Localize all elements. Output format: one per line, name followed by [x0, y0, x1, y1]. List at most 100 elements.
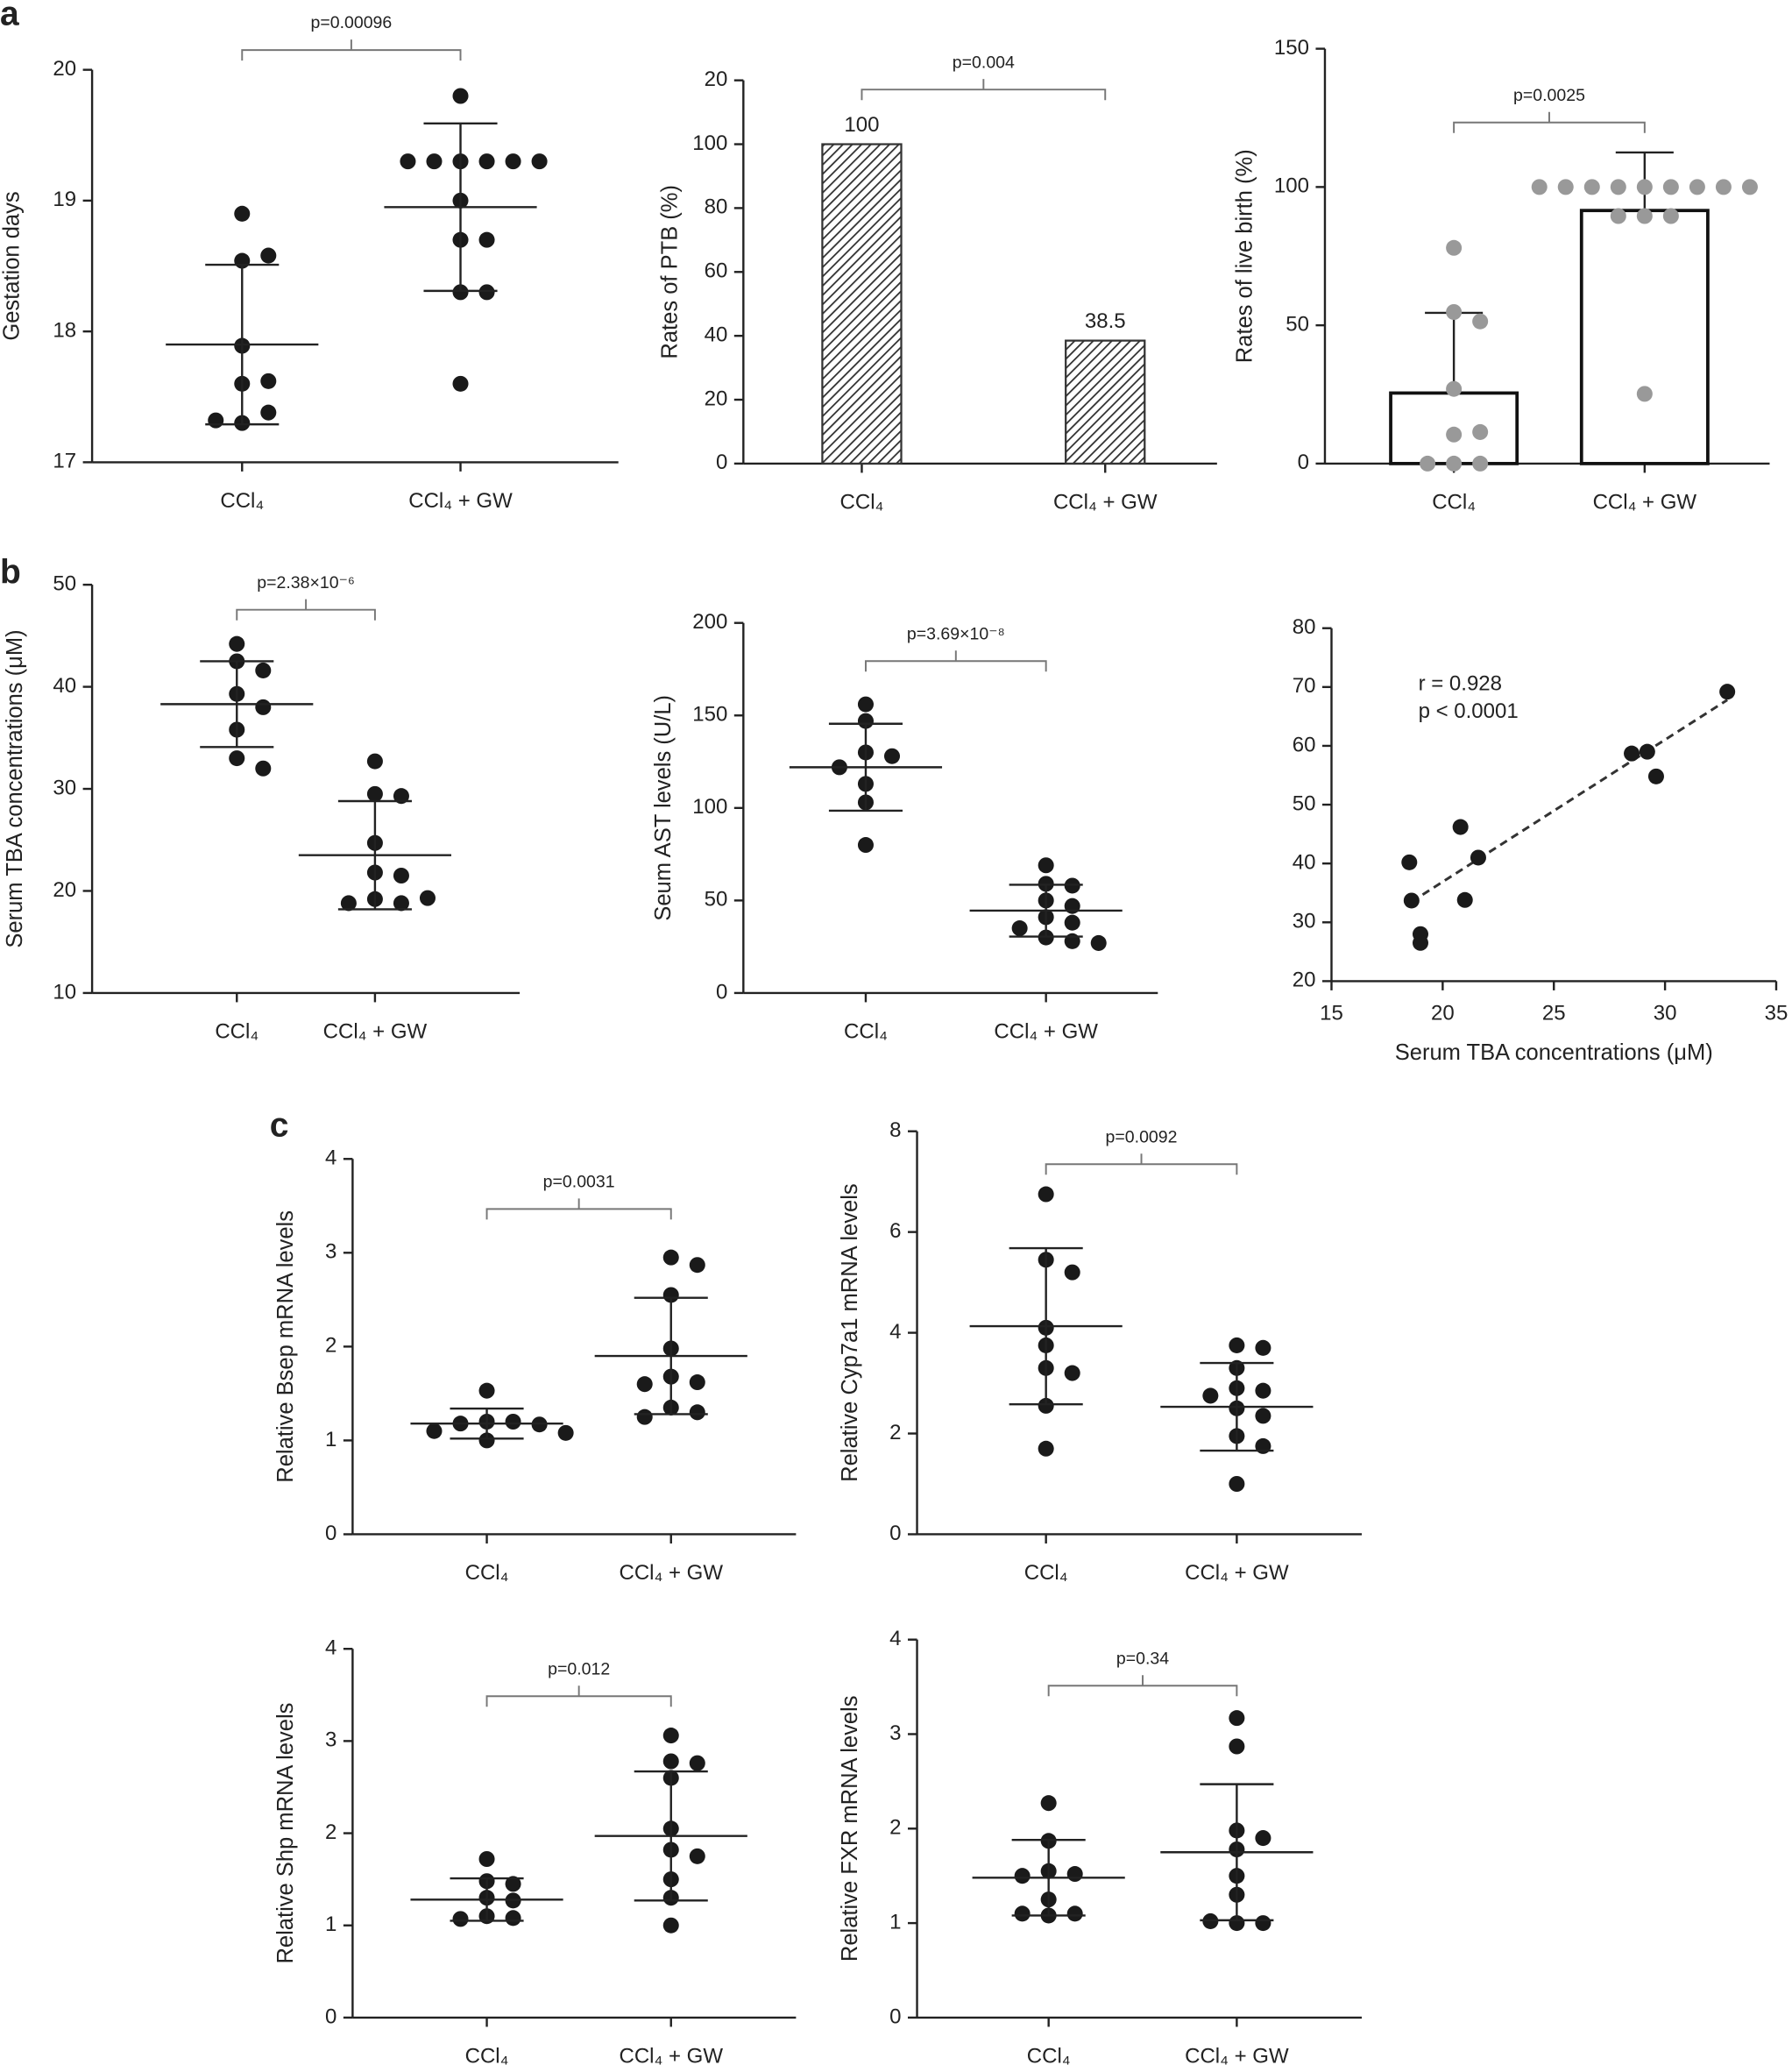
- x-tick-label: CCl₄: [840, 490, 884, 514]
- p-value: p=0.0025: [1513, 86, 1585, 105]
- data-point: [419, 890, 436, 906]
- y-tick-label: 4: [889, 1627, 901, 1650]
- error-bar: [1200, 1361, 1274, 1452]
- data-point: [1229, 1337, 1245, 1353]
- value-label: 38.5: [1085, 309, 1126, 333]
- error-bar: [1200, 1783, 1274, 1922]
- data-point: [1255, 1339, 1271, 1356]
- error-bar: [205, 263, 280, 426]
- data-point: [478, 1432, 495, 1449]
- data-point: [393, 788, 409, 805]
- significance-bracket: [1047, 1675, 1238, 1697]
- data-point: [1531, 179, 1548, 195]
- bar: [1579, 209, 1710, 465]
- data-point: [1064, 1264, 1080, 1281]
- y-tick-label: 0: [889, 2005, 901, 2028]
- y-axis-label: Rates of PTB (%): [658, 185, 683, 359]
- p-value: p=0.0031: [543, 1172, 615, 1191]
- data-point: [1229, 1738, 1245, 1755]
- panel-label: b: [0, 553, 21, 591]
- panel-label: c: [270, 1106, 289, 1144]
- y-tick-label: 80: [1293, 615, 1316, 639]
- data-point: [1583, 179, 1600, 195]
- panel-label: a: [0, 0, 19, 32]
- y-tick-label: 50: [705, 888, 728, 912]
- data-point: [1090, 934, 1107, 951]
- y-axis-label: Serum TBA concentrations (μM): [3, 629, 27, 947]
- data-point: [426, 153, 443, 170]
- x-tick-label: CCl₄: [220, 489, 264, 513]
- data-point: [1446, 426, 1463, 443]
- data-point: [1452, 819, 1469, 835]
- annotation: r = 0.928: [1419, 672, 1502, 696]
- y-tick-label: 10: [53, 980, 76, 1004]
- y-axis-label: Relative Cyp7a1 mRNA levels: [838, 1183, 862, 1481]
- y-tick-label: 4: [325, 1636, 336, 1660]
- y-tick-label: 20: [705, 387, 728, 410]
- data-point: [689, 1374, 705, 1391]
- data-point: [1741, 179, 1758, 195]
- data-point: [1038, 1186, 1054, 1203]
- x-tick-label: CCl₄ + GW: [408, 489, 513, 513]
- y-tick-label: 6: [889, 1219, 901, 1243]
- data-point: [1715, 179, 1732, 195]
- x-tick-label: CCl₄ + GW: [1593, 490, 1697, 514]
- data-point: [366, 753, 383, 770]
- error-bar: [450, 1407, 524, 1440]
- data-point: [662, 1728, 679, 1744]
- data-point: [505, 153, 521, 170]
- error-bar: [200, 660, 274, 749]
- data-point: [1446, 380, 1463, 397]
- y-tick-label: 40: [705, 323, 728, 346]
- y-axis-label: Relative FXR mRNA levels: [838, 1696, 862, 1962]
- y-tick-label: 150: [692, 703, 727, 727]
- y-tick-label: 0: [325, 2005, 336, 2028]
- data-point: [452, 88, 469, 104]
- data-point: [1401, 854, 1418, 870]
- data-point: [857, 696, 874, 713]
- significance-bracket: [485, 1198, 672, 1220]
- error-bar: [634, 1296, 708, 1416]
- y-tick-label: 50: [53, 571, 76, 595]
- error-bar: [634, 1770, 708, 1902]
- y-axis-label: Relative Shp mRNA levels: [273, 1703, 298, 1964]
- p-value: p=0.00096: [311, 13, 393, 32]
- data-point: [689, 1755, 705, 1771]
- x-tick-label: CCl₄: [465, 2044, 509, 2065]
- data-point: [260, 247, 277, 264]
- data-point: [255, 760, 272, 777]
- significance-bracket: [861, 79, 1107, 101]
- data-point: [1472, 455, 1489, 472]
- data-point: [260, 404, 277, 421]
- x-tick-label: 35: [1765, 1001, 1788, 1025]
- data-point: [1557, 179, 1574, 195]
- data-point: [1456, 891, 1473, 908]
- significance-bracket: [1453, 111, 1646, 133]
- y-tick-label: 18: [53, 318, 76, 342]
- x-tick-label: CCl₄ + GW: [1185, 1561, 1289, 1585]
- data-point: [366, 785, 383, 802]
- data-point: [636, 1376, 653, 1393]
- y-tick-label: 20: [53, 878, 76, 902]
- data-point: [234, 205, 251, 222]
- y-tick-label: 20: [1293, 969, 1316, 992]
- x-tick-label: CCl₄: [1432, 490, 1476, 514]
- data-point: [1064, 1365, 1080, 1381]
- data-point: [662, 1753, 679, 1770]
- error-bar: [828, 722, 903, 813]
- data-point: [1255, 1382, 1271, 1399]
- data-point: [557, 1424, 574, 1441]
- significance-bracket: [236, 599, 376, 621]
- p-value: p=2.38×10⁻⁶: [257, 573, 355, 593]
- x-tick-label: 15: [1320, 1001, 1343, 1025]
- data-point: [229, 750, 245, 767]
- data-point: [1403, 892, 1420, 909]
- data-point: [531, 153, 548, 170]
- data-point: [1038, 857, 1054, 874]
- p-value: p=0.004: [953, 53, 1015, 72]
- data-point: [1636, 386, 1653, 402]
- y-tick-label: 200: [692, 610, 727, 634]
- data-point: [1472, 313, 1489, 330]
- x-tick-label: CCl₄: [1027, 2044, 1071, 2065]
